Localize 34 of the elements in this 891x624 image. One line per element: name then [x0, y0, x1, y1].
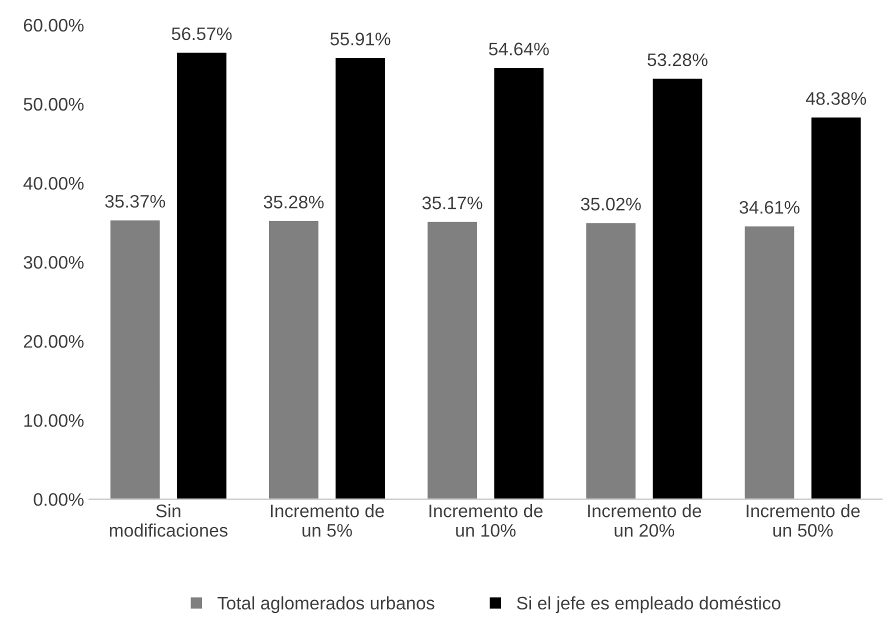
- bar: [810, 116, 862, 500]
- bar: [651, 77, 704, 500]
- data-label: 55.91%: [330, 32, 390, 46]
- y-tick-label: 30.00%: [24, 256, 84, 269]
- bar: [334, 56, 386, 500]
- legend-label: Si el jefe es empleado doméstico: [517, 596, 780, 614]
- bar: [492, 66, 545, 500]
- data-label: 34.61%: [740, 200, 800, 214]
- data-label: 54.64%: [489, 42, 549, 56]
- x-tick-label: Incremento de un 20%: [588, 504, 702, 537]
- data-label: 35.37%: [105, 194, 166, 208]
- bar: [268, 220, 320, 500]
- data-label: 35.02%: [580, 198, 641, 210]
- legend-label: Total aglomerados urbanos: [218, 596, 434, 614]
- bar: [743, 224, 796, 500]
- bar: [426, 220, 478, 500]
- x-tick-label: Incremento de un 5%: [270, 504, 384, 537]
- x-tick-label: Sin modificaciones: [110, 504, 228, 537]
- y-tick-label: 20.00%: [24, 335, 84, 348]
- y-tick-label: 40.00%: [23, 176, 84, 190]
- y-tick-label: 0.00%: [34, 493, 84, 506]
- bar: [109, 218, 162, 500]
- data-label: 56.57%: [172, 27, 232, 40]
- y-tick-label: 10.00%: [24, 414, 84, 427]
- data-label: 48.38%: [806, 92, 866, 105]
- x-tick-label: Incremento de un 50%: [746, 504, 860, 537]
- bar: [584, 222, 637, 500]
- x-tick-label: Incremento de un 10%: [430, 504, 543, 537]
- y-tick-label: 60.00%: [24, 18, 84, 32]
- data-label: 53.28%: [648, 53, 708, 66]
- y-tick-label: 50.00%: [24, 98, 84, 111]
- data-label: 35.28%: [264, 196, 324, 208]
- data-label: 35.17%: [422, 196, 482, 210]
- bar: [176, 51, 228, 500]
